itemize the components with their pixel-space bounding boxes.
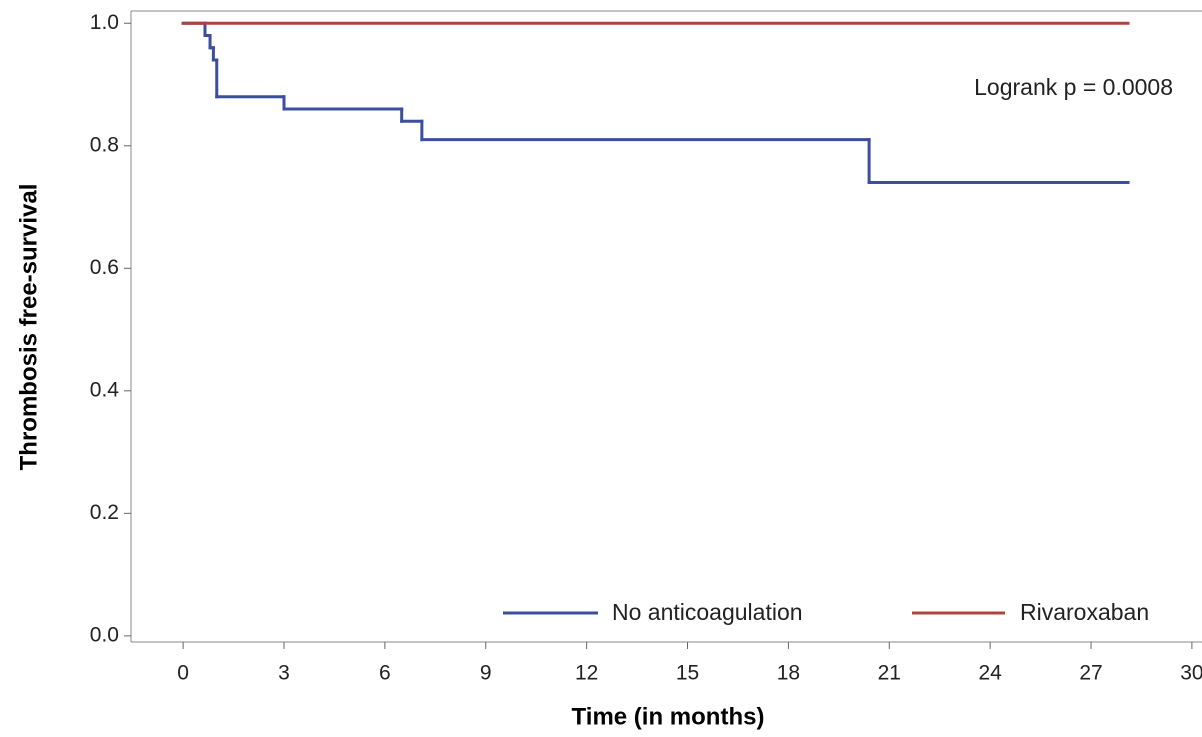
y-axis-title: Thrombosis free-survival — [15, 184, 42, 471]
y-tick-label: 1.0 — [90, 11, 119, 34]
x-tick-label: 24 — [978, 662, 1002, 685]
x-tick-label: 9 — [480, 662, 492, 685]
y-tick-label: 0.4 — [90, 378, 120, 401]
legend-label: Rivaroxaban — [1020, 599, 1149, 625]
annotation: Logrank p = 0.0008 — [974, 74, 1173, 100]
x-tick-label: 15 — [676, 662, 699, 685]
x-tick-label: 6 — [379, 662, 391, 685]
x-tick-label: 27 — [1079, 662, 1102, 685]
y-tick-label: 0.6 — [90, 256, 119, 279]
x-axis-title: Time (in months) — [572, 703, 765, 730]
y-tick-label: 0.2 — [90, 501, 119, 524]
x-tick-label: 30 — [1180, 662, 1202, 685]
y-tick-label: 0.8 — [90, 133, 119, 156]
y-tick-label: 0.0 — [90, 623, 119, 646]
legend-label: No anticoagulation — [612, 599, 803, 625]
x-tick-label: 21 — [878, 662, 901, 685]
x-tick-label: 18 — [777, 662, 800, 685]
x-tick-label: 12 — [575, 662, 598, 685]
x-tick-label: 0 — [177, 662, 189, 685]
x-tick-label: 3 — [278, 662, 290, 685]
